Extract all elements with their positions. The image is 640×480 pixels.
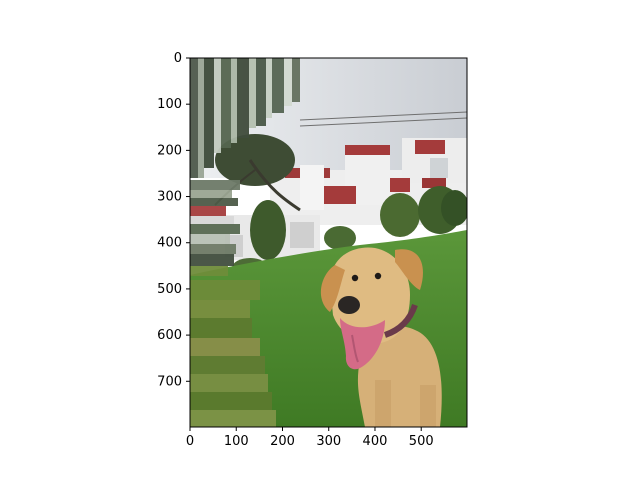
power-line (299, 117, 467, 127)
x-tick-label: 200 (270, 434, 295, 449)
y-tick-label: 400 (157, 236, 182, 251)
dog (320, 247, 442, 427)
y-tick-label: 200 (157, 143, 182, 158)
y-tick-label: 500 (157, 282, 182, 297)
y-tick-label: 700 (157, 374, 182, 389)
power-line (299, 111, 467, 121)
x-axis: 0 100 200 300 400 500 (186, 427, 434, 449)
x-tick-label: 400 (363, 434, 388, 449)
x-tick-label: 500 (409, 434, 434, 449)
x-tick-label: 100 (224, 434, 249, 449)
y-axis: 0 100 200 300 400 500 600 700 (157, 51, 190, 389)
x-tick-label: 300 (316, 434, 341, 449)
y-tick-label: 100 (157, 97, 182, 112)
foliage (214, 134, 467, 278)
photo-image (190, 58, 467, 427)
x-tick-label: 0 (186, 434, 194, 449)
y-tick-label: 0 (174, 51, 182, 66)
y-tick-label: 300 (157, 190, 182, 205)
y-tick-label: 600 (157, 328, 182, 343)
streak-artifacts (190, 58, 300, 427)
